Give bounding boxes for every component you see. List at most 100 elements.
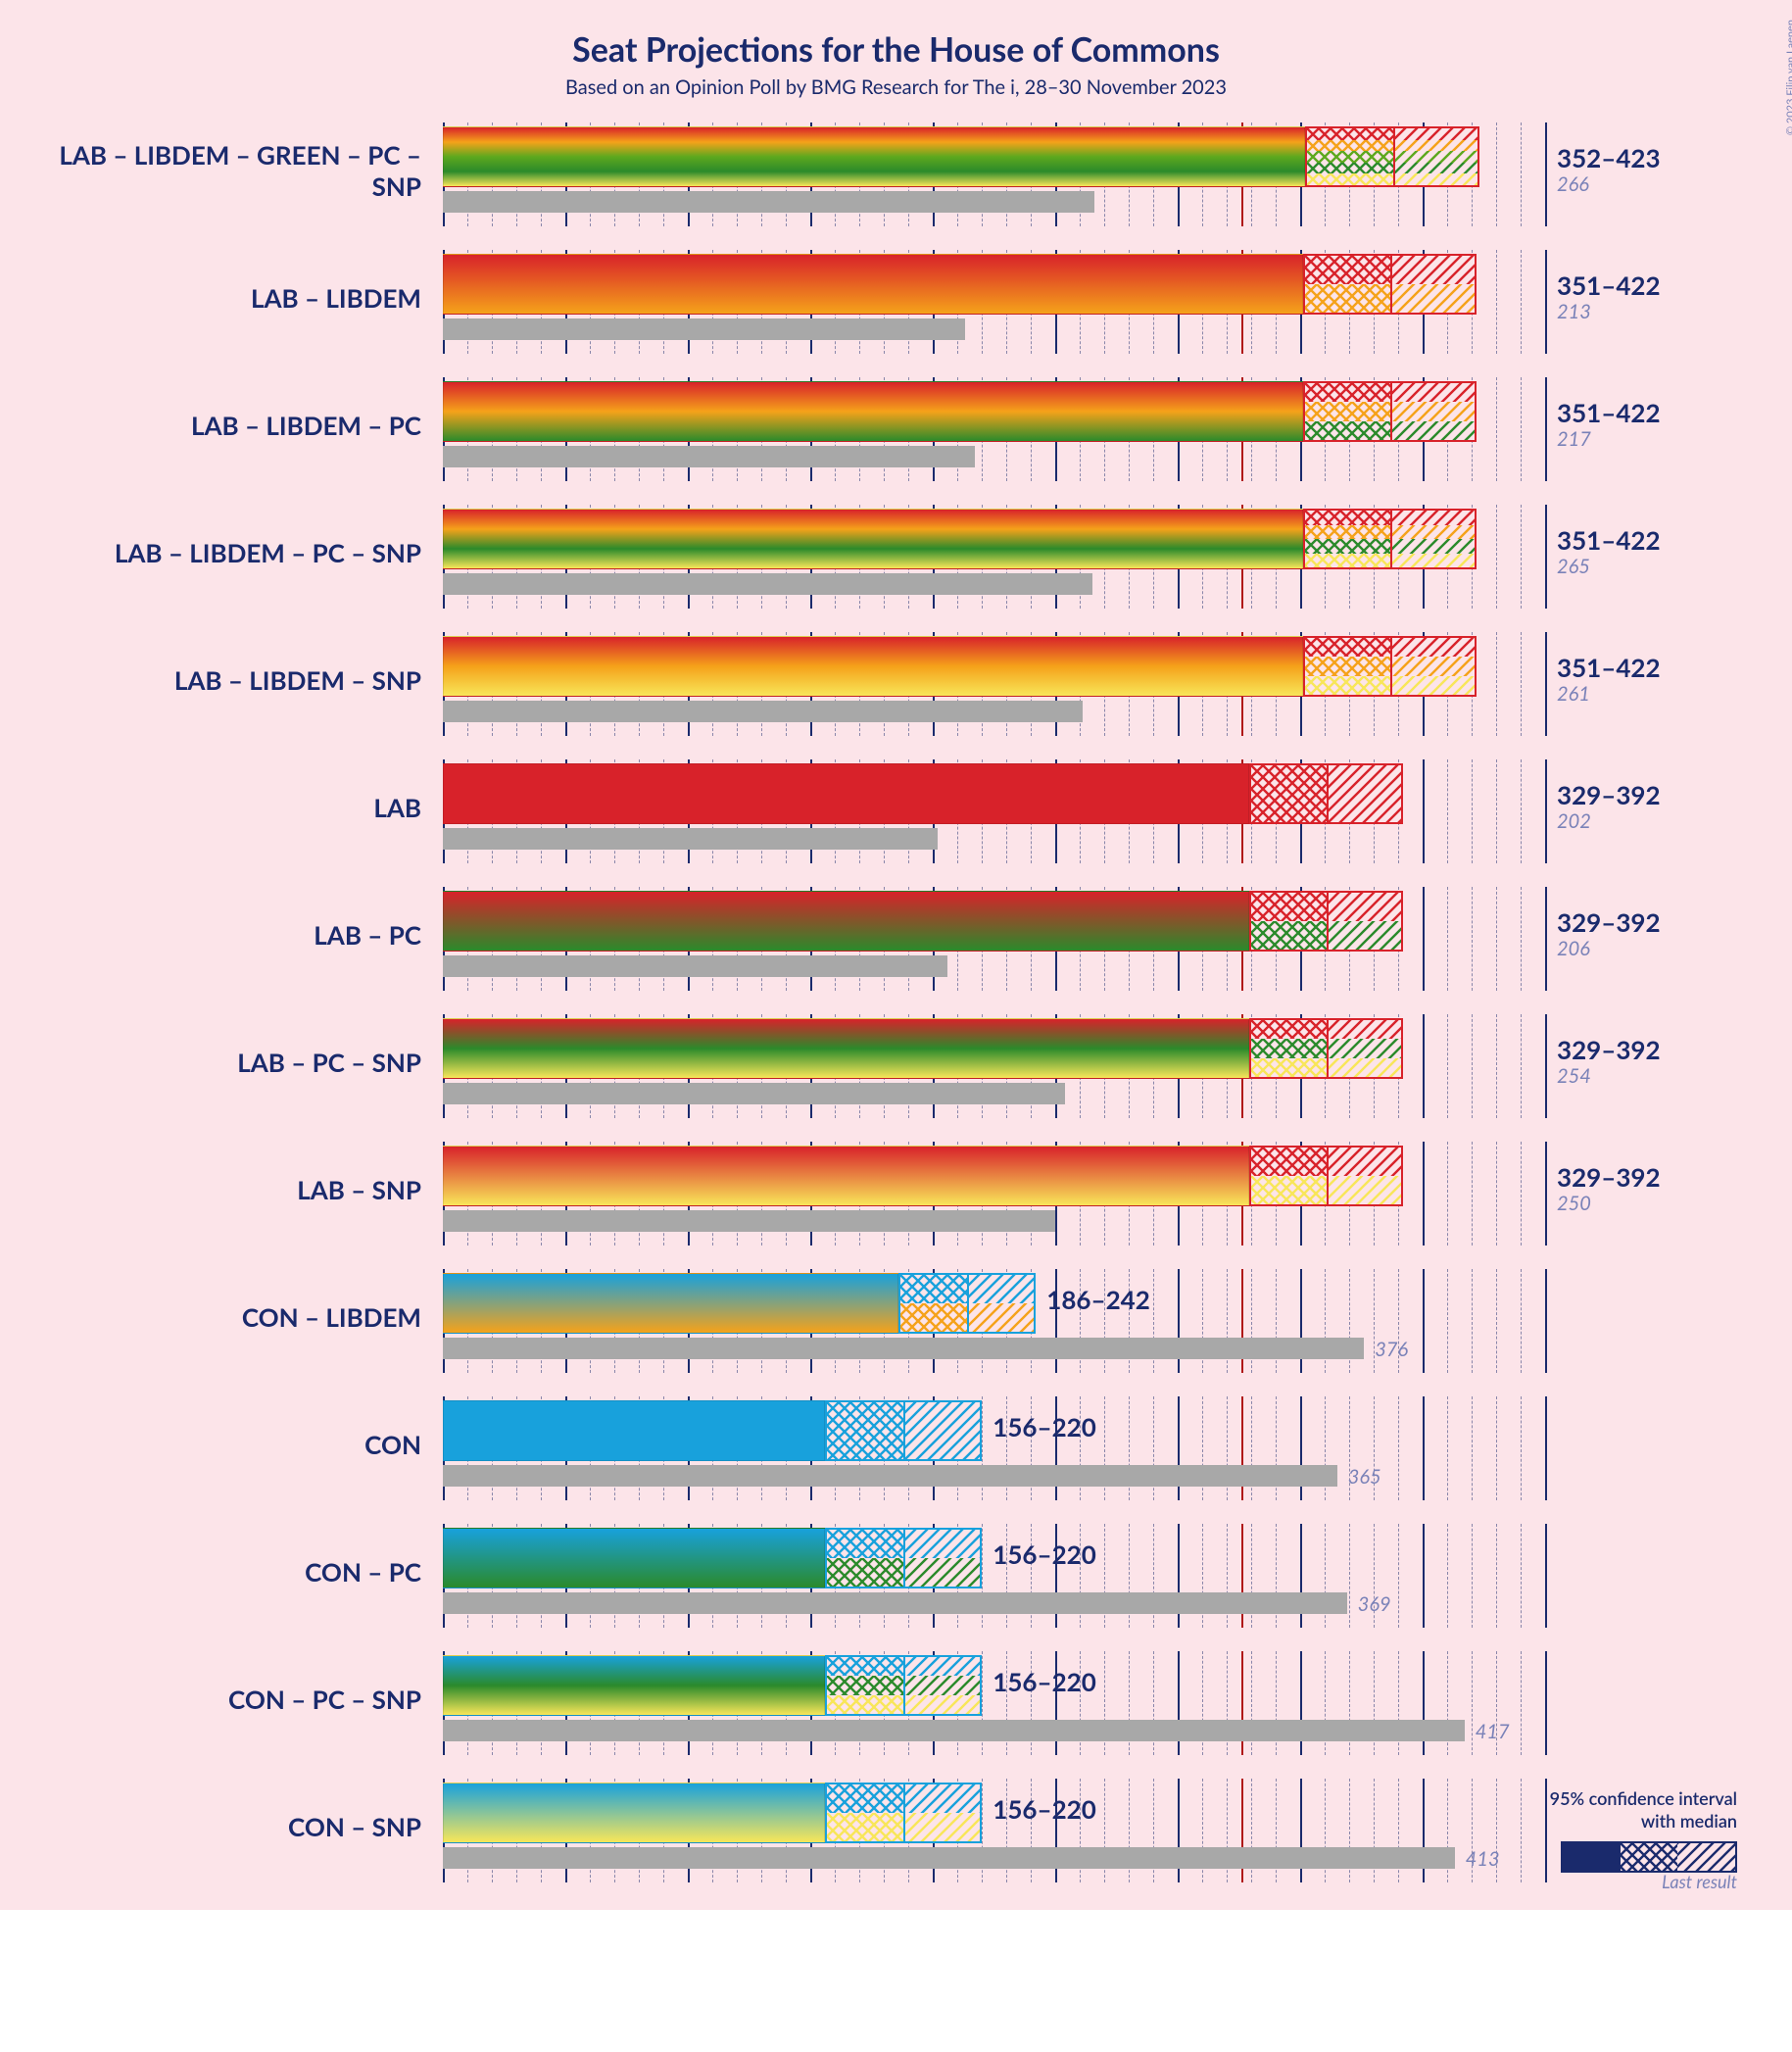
coalition-label: CON – PC – SNP bbox=[59, 1684, 431, 1715]
projection-bar bbox=[443, 509, 1303, 569]
last-result-bar bbox=[443, 1338, 1364, 1359]
last-result-bar bbox=[443, 191, 1094, 213]
coalition-label: LAB – PC – SNP bbox=[59, 1047, 431, 1078]
projection-bar bbox=[443, 126, 1305, 187]
last-result-label: 365 bbox=[1348, 1465, 1381, 1489]
coalition-label: LAB – LIBDEM – GREEN – PC – SNP bbox=[59, 139, 431, 202]
bar-zone bbox=[443, 509, 1545, 597]
projection-bar bbox=[443, 254, 1303, 315]
legend-ci-text: 95% confidence interval with median bbox=[1550, 1787, 1737, 1832]
confidence-interval bbox=[825, 1783, 982, 1843]
coalition-row: CON – SNP 156–220413 bbox=[59, 1783, 1733, 1871]
value-labels: 329–392 254 bbox=[1557, 1037, 1733, 1087]
projection-bar bbox=[443, 1146, 1249, 1206]
bar-zone bbox=[443, 254, 1545, 342]
chart: © 2023 Filip van Laenen Seat Projections… bbox=[0, 0, 1792, 1910]
last-result-bar bbox=[443, 1720, 1465, 1741]
coalition-row: LAB – PC 329–392 206 bbox=[59, 891, 1733, 979]
bar-zone bbox=[443, 763, 1545, 852]
projection-bar bbox=[443, 1273, 898, 1334]
confidence-interval bbox=[825, 1655, 982, 1716]
last-result-bar bbox=[443, 1465, 1337, 1487]
value-labels: 352–423 266 bbox=[1557, 145, 1733, 195]
value-labels: 329–392 250 bbox=[1557, 1164, 1733, 1214]
coalition-label: LAB – LIBDEM bbox=[59, 282, 431, 314]
coalition-label: CON – SNP bbox=[59, 1811, 431, 1842]
last-result-bar bbox=[443, 701, 1083, 722]
copyright: © 2023 Filip van Laenen bbox=[1784, 20, 1792, 135]
coalition-label: LAB – LIBDEM – SNP bbox=[59, 664, 431, 696]
bar-zone: 156–220413 bbox=[443, 1783, 1545, 1871]
last-result-label: 376 bbox=[1375, 1338, 1408, 1361]
coalition-row: LAB – LIBDEM 351–422 213 bbox=[59, 254, 1733, 342]
coalition-label: LAB bbox=[59, 792, 431, 823]
coalition-label: LAB – LIBDEM – PC bbox=[59, 410, 431, 441]
confidence-interval bbox=[1303, 509, 1477, 569]
last-result-bar bbox=[443, 318, 965, 340]
value-labels: 329–392 202 bbox=[1557, 782, 1733, 832]
value-labels: 351–422 217 bbox=[1557, 400, 1733, 450]
coalition-row: CON – PC – SNP 156–220417 bbox=[59, 1655, 1733, 1743]
last-result-bar bbox=[443, 573, 1092, 595]
projection-bar bbox=[443, 636, 1303, 697]
confidence-interval bbox=[1249, 1146, 1404, 1206]
confidence-interval bbox=[825, 1400, 982, 1461]
projection-bar bbox=[443, 1018, 1249, 1079]
legend-last-result: Last result bbox=[1662, 1871, 1737, 1892]
bar-zone bbox=[443, 1146, 1545, 1234]
projection-bar bbox=[443, 1528, 825, 1588]
value-labels: 351–422 213 bbox=[1557, 272, 1733, 322]
projection-bar bbox=[443, 891, 1249, 952]
chart-title: Seat Projections for the House of Common… bbox=[59, 29, 1733, 70]
bar-zone: 156–220369 bbox=[443, 1528, 1545, 1616]
coalition-row: LAB – LIBDEM – SNP 351–422 261 bbox=[59, 636, 1733, 724]
last-result-bar bbox=[443, 446, 975, 467]
coalition-label: CON bbox=[59, 1429, 431, 1460]
chart-subtitle: Based on an Opinion Poll by BMG Research… bbox=[59, 75, 1733, 99]
last-result-bar bbox=[443, 1847, 1455, 1869]
coalition-row: CON – PC 156–220369 bbox=[59, 1528, 1733, 1616]
projection-bar bbox=[443, 381, 1303, 442]
confidence-interval bbox=[1303, 381, 1477, 442]
confidence-interval bbox=[825, 1528, 982, 1588]
bar-zone bbox=[443, 1018, 1545, 1106]
projection-bar bbox=[443, 763, 1249, 824]
legend-ci-swatch bbox=[1561, 1841, 1737, 1873]
bar-zone bbox=[443, 126, 1545, 215]
value-labels: 351–422 261 bbox=[1557, 655, 1733, 705]
coalition-label: LAB – PC bbox=[59, 919, 431, 951]
last-result-bar bbox=[443, 955, 947, 977]
confidence-interval bbox=[1249, 891, 1404, 952]
confidence-interval bbox=[898, 1273, 1036, 1334]
confidence-interval bbox=[1305, 126, 1479, 187]
bar-zone: 186–242 376 bbox=[443, 1273, 1545, 1361]
bar-zone: 156–220 365 bbox=[443, 1400, 1545, 1489]
projection-bar bbox=[443, 1783, 825, 1843]
coalition-label: CON – PC bbox=[59, 1556, 431, 1588]
coalition-row: CON 156–220 365 bbox=[59, 1400, 1733, 1489]
bar-zone bbox=[443, 381, 1545, 469]
confidence-interval bbox=[1249, 763, 1404, 824]
last-result-label: 417 bbox=[1476, 1720, 1510, 1743]
bar-zone: 156–220417 bbox=[443, 1655, 1545, 1743]
value-labels: 329–392 206 bbox=[1557, 909, 1733, 959]
coalition-row: LAB – PC – SNP 329–392 254 bbox=[59, 1018, 1733, 1106]
coalition-row: LAB – SNP 329–392 250 bbox=[59, 1146, 1733, 1234]
bar-zone bbox=[443, 636, 1545, 724]
value-labels: 351–422 265 bbox=[1557, 527, 1733, 577]
coalition-label: CON – LIBDEM bbox=[59, 1301, 431, 1333]
coalition-row: LAB 329–392 202 bbox=[59, 763, 1733, 852]
rows-container: LAB – LIBDEM – GREEN – PC – SNP 352–423 2… bbox=[59, 126, 1733, 1871]
range-label: 156–220 bbox=[993, 1796, 1096, 1823]
last-result-label: 369 bbox=[1358, 1592, 1391, 1616]
last-result-bar bbox=[443, 1210, 1055, 1232]
range-label: 156–220 bbox=[993, 1414, 1096, 1441]
range-label: 186–242 bbox=[1046, 1287, 1150, 1313]
confidence-interval bbox=[1303, 636, 1477, 697]
coalition-row: LAB – LIBDEM – PC – SNP351–422 265 bbox=[59, 509, 1733, 597]
last-result-bar bbox=[443, 1592, 1347, 1614]
projection-bar bbox=[443, 1655, 825, 1716]
projection-bar bbox=[443, 1400, 825, 1461]
last-result-bar bbox=[443, 828, 938, 850]
coalition-label: LAB – SNP bbox=[59, 1174, 431, 1205]
